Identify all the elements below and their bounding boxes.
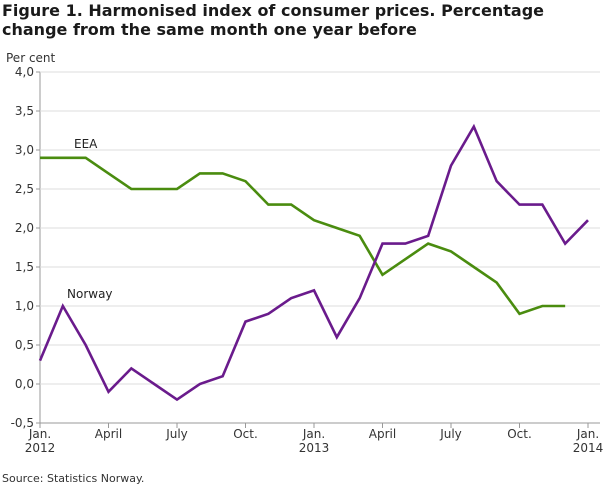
y-tick-label: -0,5 (11, 416, 34, 430)
series-line-norway (38, 123, 589, 402)
x-tick-year-label: 2013 (299, 441, 330, 455)
y-tick-label: 4,0 (15, 65, 34, 79)
x-tick-label: Jan. (28, 427, 51, 441)
x-tick-label: April (369, 427, 396, 441)
x-tick-year-label: 2014 (573, 441, 604, 455)
y-tick-label: 2,0 (15, 221, 34, 235)
x-tick-label: Oct. (507, 427, 532, 441)
y-tick-label: 0,0 (15, 377, 34, 391)
chart-title: Figure 1. Harmonised index of consumer p… (2, 1, 545, 39)
y-tick-label: 3,0 (15, 143, 34, 157)
x-tick-label: Jan. (576, 427, 599, 441)
source-note: Source: Statistics Norway. (2, 472, 145, 485)
series-label-eea: EEA (74, 137, 98, 151)
series-line-eea (40, 156, 566, 316)
x-tick-year-label: 2012 (25, 441, 56, 455)
y-axis-title: Per cent (6, 51, 56, 65)
x-tick-label: April (95, 427, 122, 441)
x-tick-label: Oct. (233, 427, 258, 441)
x-tick-label: July (165, 427, 188, 441)
x-tick-label: July (439, 427, 462, 441)
y-tick-label: 1,0 (15, 299, 34, 313)
x-tick-label: Jan. (302, 427, 325, 441)
series-label-norway: Norway (67, 287, 113, 301)
y-tick-label: 3,5 (15, 104, 34, 118)
y-tick-label: 0,5 (15, 338, 34, 352)
y-tick-label: 2,5 (15, 182, 34, 196)
y-tick-label: 1,5 (15, 260, 34, 274)
